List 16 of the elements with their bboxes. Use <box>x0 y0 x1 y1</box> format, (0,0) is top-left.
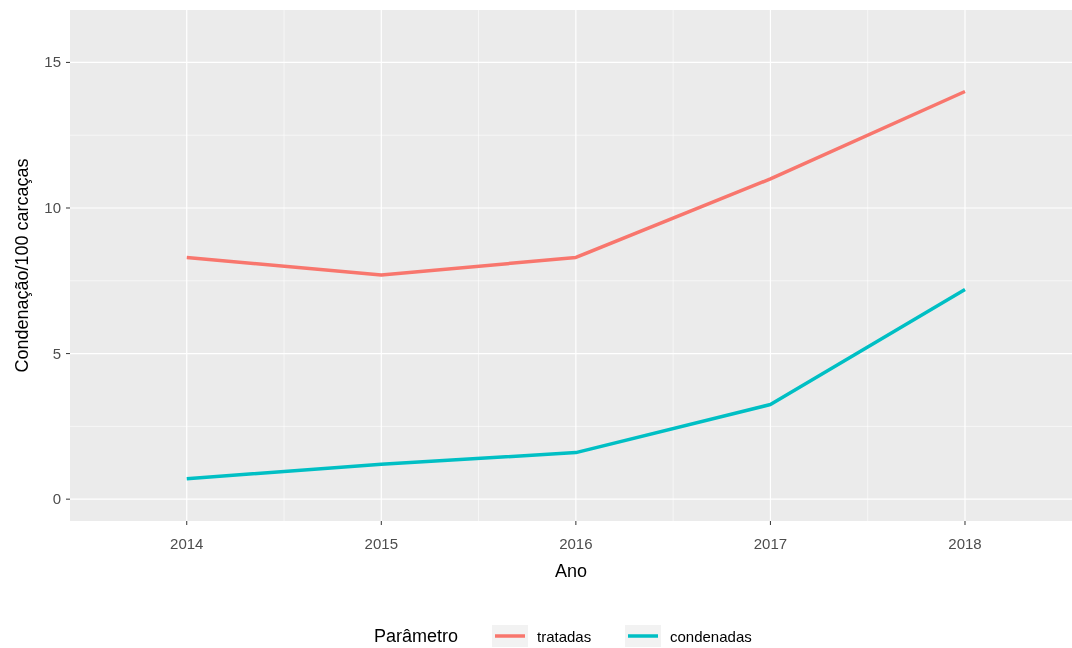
y-tick-label: 0 <box>52 490 61 508</box>
y-tick-label: 5 <box>52 344 61 362</box>
y-tick-label: 10 <box>44 198 61 216</box>
x-tick-label: 2015 <box>364 535 398 552</box>
legend-title: Parâmetro <box>374 626 459 646</box>
legend-label: condenadas <box>670 628 752 645</box>
legend-label: tratadas <box>537 628 592 645</box>
line-series <box>184 287 967 481</box>
x-tick-label: 2018 <box>948 535 982 552</box>
x-axis-title: Ano <box>554 561 588 581</box>
x-tick-label: 2014 <box>170 535 204 552</box>
line-series <box>184 89 967 277</box>
x-tick-label: 2017 <box>753 535 788 552</box>
y-tick-label: 15 <box>44 53 61 71</box>
y-axis-title: Condenação/100 carcaças <box>12 158 32 373</box>
x-tick-label: 2016 <box>559 535 593 552</box>
